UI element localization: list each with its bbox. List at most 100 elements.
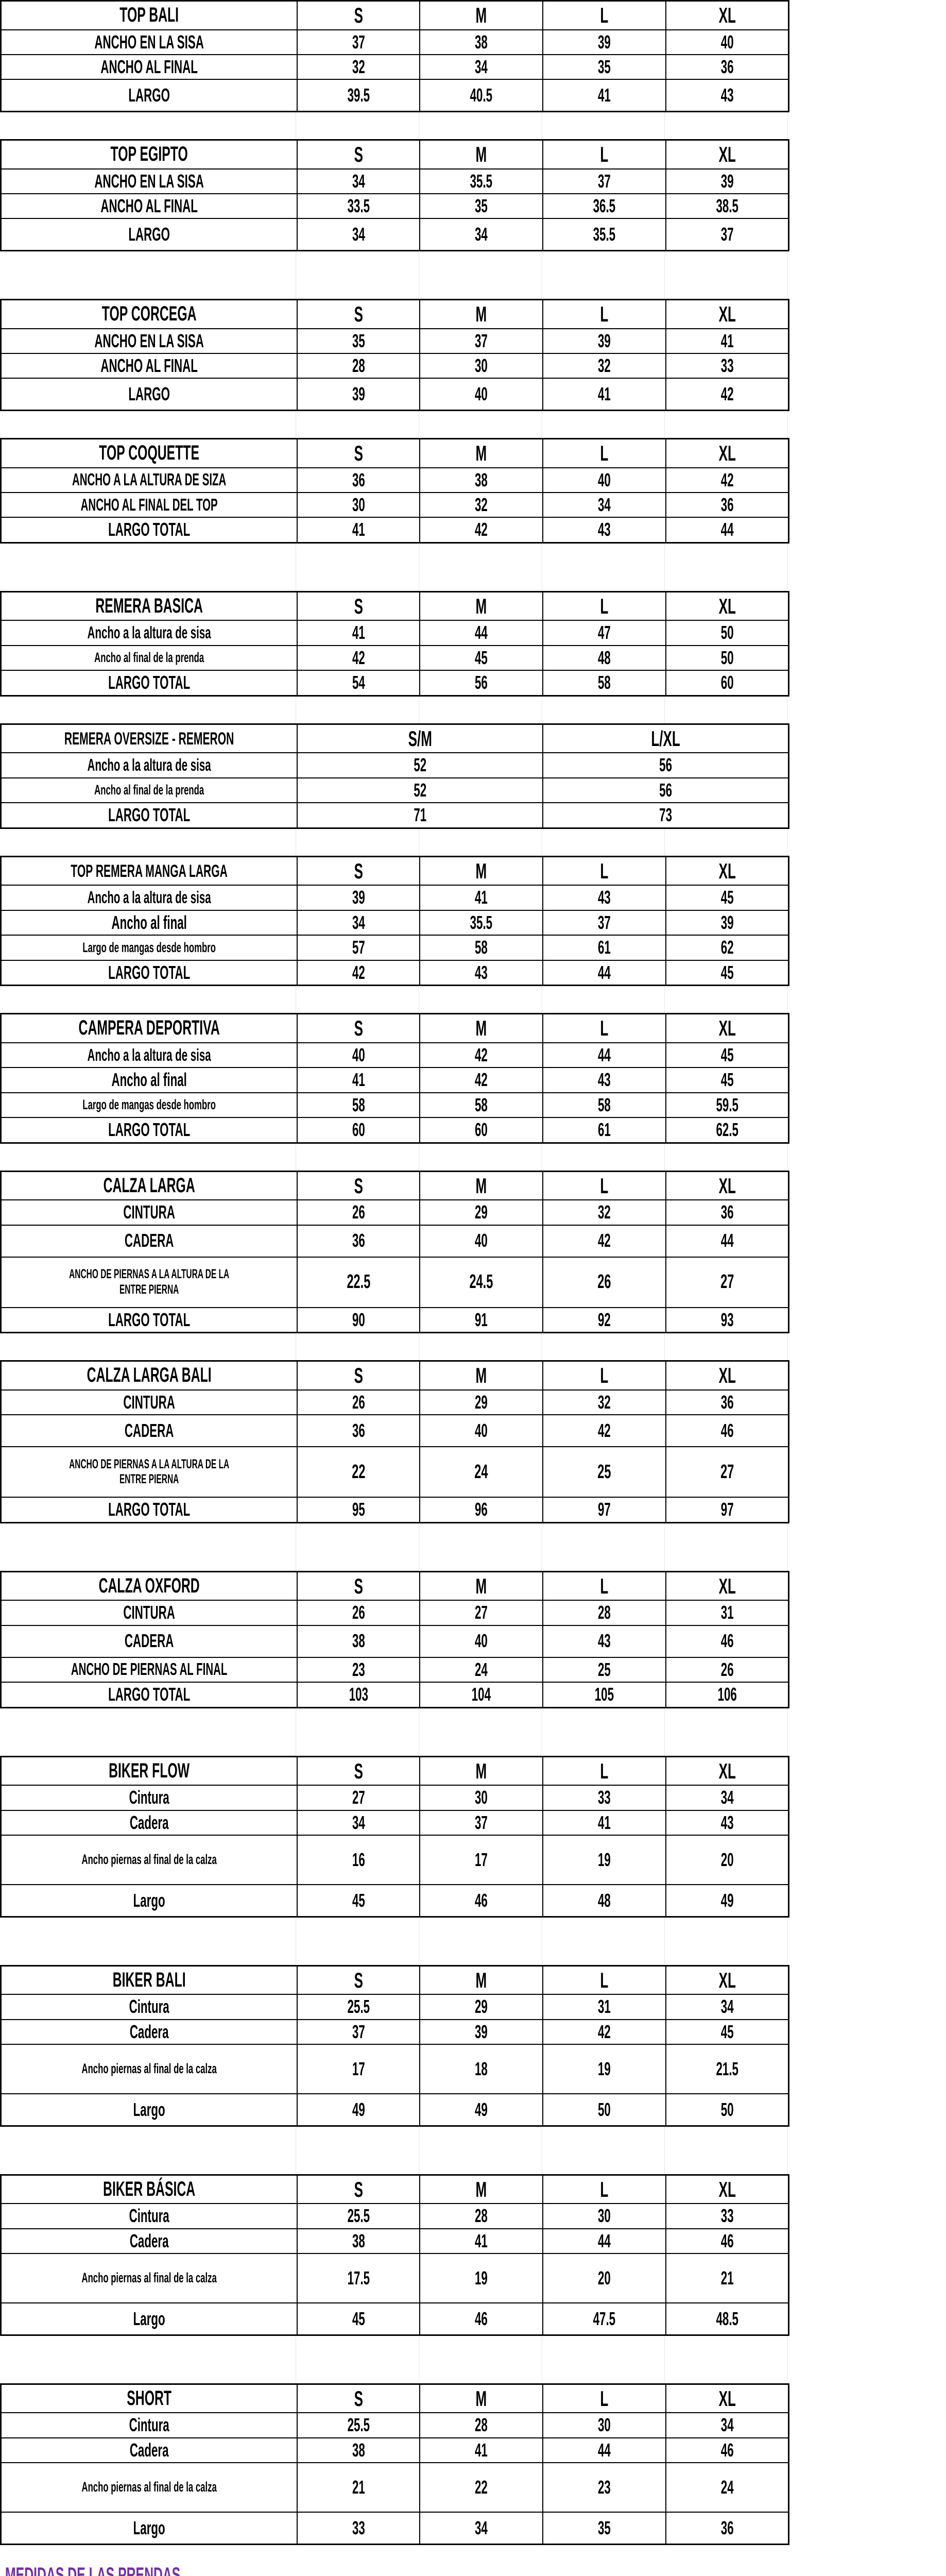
measurement-label: LARGO TOTAL	[57, 959, 241, 986]
size-column-header: XL	[689, 1571, 766, 1601]
measurement-value: 50	[689, 2093, 766, 2127]
measurement-value: 19	[565, 1835, 643, 1886]
size-column-header: S	[320, 1571, 397, 1601]
table-row: Largo 49 49 50 50	[1, 2093, 789, 2127]
measurement-value: 43	[689, 1809, 766, 1836]
measurement-label: Ancho piernas al final de la calza	[57, 2044, 241, 2095]
measurement-value: 42	[565, 1224, 643, 1258]
size-column-header: XL	[689, 1756, 766, 1786]
measurement-value: 50	[689, 645, 766, 671]
size-column-header: S	[320, 1171, 397, 1201]
measurement-value: 37	[689, 218, 766, 251]
measurement-value: 52	[343, 777, 496, 804]
measurement-label: Cintura	[57, 2412, 241, 2438]
table-title: BIKER BÁSICA	[57, 2174, 241, 2205]
measurement-value: 22.5	[320, 1256, 397, 1308]
measurement-value: 16	[320, 1835, 397, 1886]
table-header-row: CALZA LARGA BALI S M L XL	[1, 1360, 789, 1391]
measurement-value: 59.5	[689, 1092, 766, 1118]
measurement-value: 20	[565, 2253, 643, 2304]
size-table-top-corcega: TOP CORCEGA S M L XL ANCHO EN LA SISA 35 37 39 41…	[0, 298, 789, 411]
measurement-value: 34	[442, 218, 520, 251]
measurement-value: 56	[442, 670, 520, 697]
measurement-value: 37	[565, 168, 643, 195]
measurement-value: 43	[689, 79, 766, 112]
measurement-value: 32	[565, 1389, 643, 1416]
measurement-label: ANCHO AL FINAL	[57, 193, 241, 219]
table-title: REMERA OVERSIZE - REMERON	[57, 723, 241, 754]
table-row: Ancho piernas al final de la calza 21 22 23…	[1, 2462, 789, 2513]
measurement-value: 26	[320, 1600, 397, 1626]
size-column-header: XL	[689, 139, 766, 170]
measurement-value: 91	[442, 1307, 520, 1333]
measurement-value: 46	[442, 1884, 520, 1918]
measurement-value: 22	[442, 2462, 520, 2513]
table-row: Ancho a la altura de sisa 52 56	[1, 752, 789, 778]
table-title: TOP COQUETTE	[57, 438, 241, 468]
measurement-value: 36	[689, 2512, 766, 2545]
table-gap	[0, 829, 946, 856]
table-row: CADERA 36 40 42 46	[1, 1414, 789, 1448]
measurement-label: LARGO	[57, 378, 241, 411]
measurement-value: 46	[689, 2437, 766, 2464]
measurement-value: 41	[442, 2228, 520, 2255]
size-column-header: S	[320, 856, 397, 886]
measurement-value: 26	[320, 1389, 397, 1416]
measurement-value: 28	[565, 1600, 643, 1626]
size-column-header: M	[442, 1171, 520, 1201]
table-gap	[0, 697, 946, 723]
table-title: REMERA BASICA	[57, 591, 241, 621]
measurement-value: 27	[689, 1446, 766, 1498]
measurement-value: 43	[442, 959, 520, 986]
size-column-header: M	[442, 2383, 520, 2414]
measurement-value: 33	[689, 352, 766, 379]
measurement-value: 45	[320, 1884, 397, 1918]
size-column-header: M	[442, 1756, 520, 1786]
table-row: Ancho al final 34 35.5 37 39	[1, 909, 789, 936]
measurement-value: 25	[565, 1446, 643, 1498]
measurement-value: 58	[565, 1092, 643, 1118]
measurement-value: 41	[565, 79, 643, 112]
measurement-value: 36	[320, 467, 397, 493]
measurement-label: CINTURA	[57, 1199, 241, 1226]
measurement-label: CINTURA	[57, 1389, 241, 1416]
size-column-header: S	[320, 438, 397, 468]
table-row: LARGO TOTAL 54 56 58 60	[1, 670, 789, 697]
measurement-value: 45	[320, 2302, 397, 2336]
measurement-value: 39	[689, 909, 766, 936]
table-gap	[0, 251, 946, 299]
measurement-value: 43	[565, 1624, 643, 1658]
measurement-label: CADERA	[57, 1224, 241, 1258]
measurement-label: Ancho piernas al final de la calza	[57, 2462, 241, 2513]
measurement-value: 41	[442, 2437, 520, 2464]
measurement-value: 41	[320, 1067, 397, 1093]
measurement-value: 61	[565, 1117, 643, 1144]
table-gap	[0, 1144, 946, 1171]
measurement-value: 44	[565, 1042, 643, 1069]
measurement-value: 40	[442, 1414, 520, 1448]
table-row: Cintura 25.5 28 30 33	[1, 2203, 789, 2229]
measurement-value: 35	[442, 193, 520, 219]
size-column-header: L	[565, 2383, 643, 2414]
measurement-value: 52	[343, 752, 496, 778]
measurement-label: Ancho al final de la prenda	[57, 645, 241, 671]
measurement-value: 32	[565, 352, 643, 379]
table-gap	[0, 544, 946, 591]
measurement-value: 37	[442, 1809, 520, 1836]
measurement-value: 28	[320, 352, 397, 379]
table-header-row: CALZA LARGA S M L XL	[1, 1171, 789, 1201]
table-row: ANCHO AL FINAL 33.5 35 36.5 38.5	[1, 193, 789, 219]
size-table-biker-b-sica: BIKER BÁSICA S M L XL Cintura 25.5 28 30 33 Cadera…	[0, 2174, 789, 2336]
measurement-label: LARGO TOTAL	[57, 1117, 241, 1144]
measurement-value: 47.5	[565, 2302, 643, 2336]
measurement-value: 25	[565, 1656, 643, 1683]
measurement-value: 57	[320, 935, 397, 961]
table-row: Largo 45 46 47.5 48.5	[1, 2302, 789, 2336]
measurement-value: 34	[320, 909, 397, 936]
table-gap	[0, 1333, 946, 1360]
measurement-value: 31	[565, 1994, 643, 2020]
measurement-value: 36	[689, 1389, 766, 1416]
table-gap	[0, 411, 946, 438]
size-column-header: L	[565, 139, 643, 170]
